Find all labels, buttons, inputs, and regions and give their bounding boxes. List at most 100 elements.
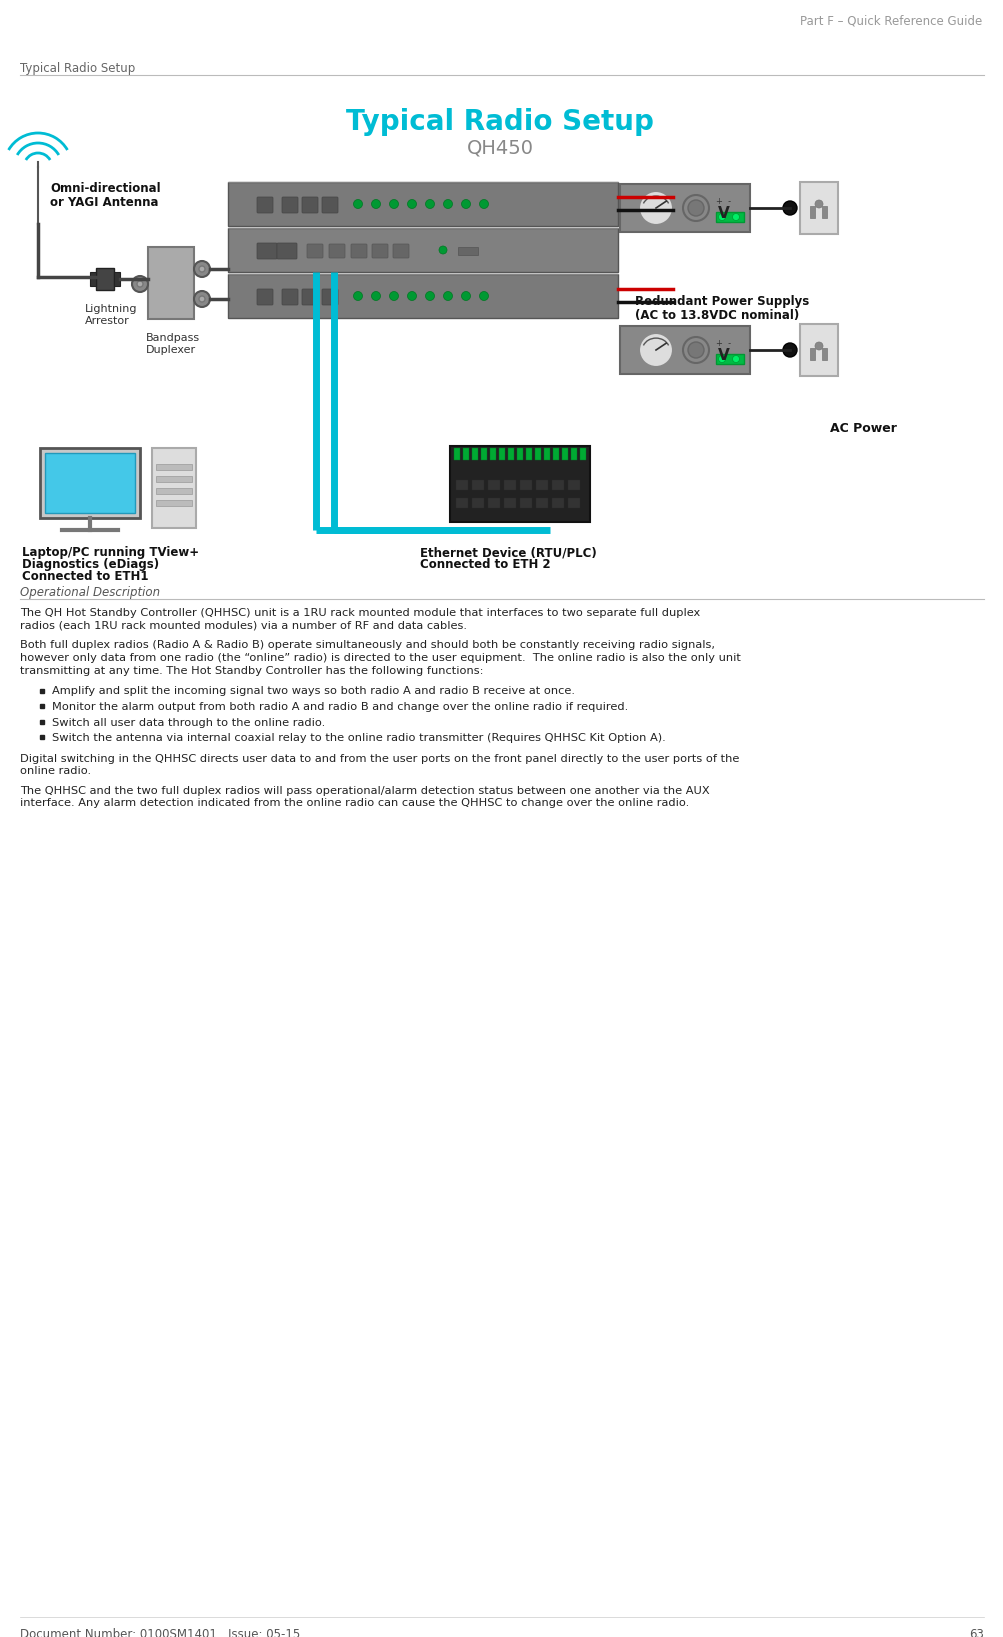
Circle shape (479, 200, 488, 208)
Bar (155, 488, 192, 494)
FancyBboxPatch shape (307, 244, 323, 259)
Text: Both full duplex radios (Radio A & Radio B) operate simultaneously and should bo: Both full duplex radios (Radio A & Radio… (20, 640, 740, 676)
Circle shape (353, 200, 362, 208)
Text: Switch the antenna via internal coaxial relay to the online radio transmitter (R: Switch the antenna via internal coaxial … (52, 733, 665, 743)
Text: Typical Radio Setup: Typical Radio Setup (346, 108, 653, 136)
Bar (40, 449, 139, 517)
Bar (457, 247, 477, 255)
Bar (620, 183, 749, 232)
Bar (504, 498, 516, 507)
FancyBboxPatch shape (257, 242, 277, 259)
Text: (AC to 13.8VDC nominal): (AC to 13.8VDC nominal) (634, 309, 798, 322)
Bar (498, 449, 505, 460)
Circle shape (732, 213, 739, 221)
Bar (487, 498, 499, 507)
Bar (471, 480, 483, 489)
Bar (228, 228, 618, 272)
Text: Document Number: 0100SM1401   Issue: 05-15: Document Number: 0100SM1401 Issue: 05-15 (20, 1629, 300, 1637)
Bar (455, 498, 467, 507)
Bar (552, 498, 564, 507)
Bar (147, 247, 194, 319)
FancyBboxPatch shape (322, 196, 338, 213)
Text: V: V (717, 206, 729, 221)
Circle shape (638, 192, 672, 224)
Text: Monitor the alarm output from both radio A and radio B and change over the onlin: Monitor the alarm output from both radio… (52, 702, 628, 712)
Circle shape (389, 200, 398, 208)
Circle shape (199, 296, 205, 301)
Circle shape (479, 291, 488, 301)
Bar (562, 449, 568, 460)
Bar (536, 480, 548, 489)
Bar (552, 480, 564, 489)
Circle shape (461, 291, 470, 301)
Text: Bandpass: Bandpass (145, 332, 200, 344)
Bar (620, 326, 749, 373)
Bar (799, 182, 838, 234)
Bar (471, 449, 477, 460)
Text: Digital switching in the QHHSC directs user data to and from the user ports on t: Digital switching in the QHHSC directs u… (20, 753, 738, 776)
Circle shape (353, 291, 362, 301)
Circle shape (194, 260, 210, 277)
Circle shape (389, 291, 398, 301)
Text: Connected to ETH 2: Connected to ETH 2 (419, 558, 550, 571)
Text: The QH Hot Standby Controller (QHHSC) unit is a 1RU rack mounted module that int: The QH Hot Standby Controller (QHHSC) un… (20, 607, 699, 630)
FancyBboxPatch shape (257, 196, 273, 213)
Bar (462, 449, 468, 460)
FancyBboxPatch shape (302, 290, 318, 304)
FancyBboxPatch shape (302, 196, 318, 213)
Bar (568, 480, 580, 489)
Bar (90, 272, 96, 286)
Text: Switch all user data through to the online radio.: Switch all user data through to the onli… (52, 717, 325, 727)
Bar (568, 498, 580, 507)
Circle shape (407, 200, 416, 208)
Text: Omni-directional: Omni-directional (50, 182, 160, 195)
Text: or YAGI Antenna: or YAGI Antenna (50, 196, 158, 210)
Bar (553, 449, 559, 460)
Bar (155, 499, 192, 506)
Circle shape (443, 291, 452, 301)
Text: QH450: QH450 (466, 138, 533, 157)
Bar (96, 268, 114, 290)
Circle shape (194, 291, 210, 308)
Circle shape (371, 200, 380, 208)
FancyBboxPatch shape (277, 242, 297, 259)
Text: Part F – Quick Reference Guide: Part F – Quick Reference Guide (799, 15, 981, 26)
Circle shape (443, 200, 452, 208)
FancyBboxPatch shape (329, 244, 345, 259)
Bar (517, 449, 523, 460)
Bar (715, 213, 743, 223)
Circle shape (638, 332, 672, 367)
Bar (471, 498, 483, 507)
Bar (228, 273, 618, 318)
FancyBboxPatch shape (282, 290, 298, 304)
Text: Duplexer: Duplexer (145, 345, 196, 355)
Text: +  -: + - (716, 339, 731, 349)
Circle shape (425, 291, 434, 301)
Circle shape (438, 246, 446, 254)
Text: Lightning: Lightning (85, 304, 137, 314)
Bar (45, 453, 134, 512)
Text: 63: 63 (968, 1629, 983, 1637)
Text: Typical Radio Setup: Typical Radio Setup (20, 62, 135, 75)
Text: Operational Description: Operational Description (20, 586, 159, 599)
Bar (155, 463, 192, 470)
Bar (821, 206, 826, 218)
Bar (580, 449, 586, 460)
FancyBboxPatch shape (257, 290, 273, 304)
Text: Connected to ETH1: Connected to ETH1 (22, 570, 148, 583)
Text: Redundant Power Supplys: Redundant Power Supplys (634, 295, 808, 308)
FancyBboxPatch shape (372, 244, 387, 259)
Bar (809, 349, 814, 360)
Bar (114, 272, 120, 286)
Bar (489, 449, 495, 460)
Circle shape (682, 195, 708, 221)
Bar (449, 445, 590, 522)
Bar (520, 480, 532, 489)
FancyBboxPatch shape (282, 196, 298, 213)
Bar (504, 480, 516, 489)
Bar (571, 449, 577, 460)
FancyBboxPatch shape (351, 244, 367, 259)
Bar (536, 498, 548, 507)
Bar (799, 324, 838, 377)
Text: +  -: + - (716, 198, 731, 206)
